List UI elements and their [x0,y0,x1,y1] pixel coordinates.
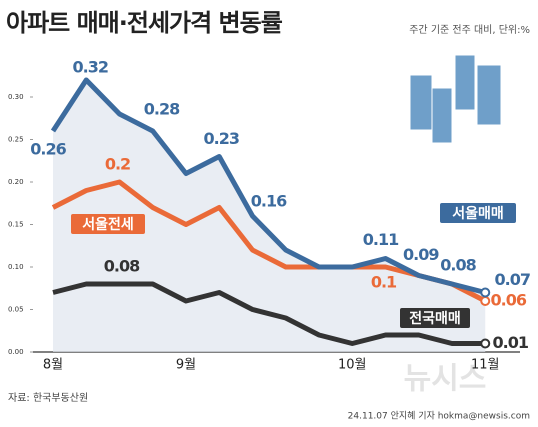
data-label: 0.23 [204,129,239,148]
end-marker [480,296,491,306]
legend-box [400,308,470,328]
data-label: 0.2 [105,155,130,174]
y-tick-label: 0.25 [8,136,24,144]
y-tick-label: 0.20 [8,178,24,186]
legend-label: 서울매매 [452,205,504,222]
chart-subtitle: 주간 기준 전주 대비, 단위:% [409,23,530,36]
legend-label: 서울전세 [82,216,134,233]
x-tick-label: 9월 [176,358,196,373]
series-line [50,77,486,295]
data-label: 0.01 [493,333,529,352]
legend-box [71,214,145,234]
end-marker [480,338,491,349]
y-tick-label: 0.05 [8,306,24,314]
data-label: 0.09 [403,245,439,264]
x-tick-label: 10월 [338,358,367,373]
data-label: 0.07 [495,270,530,289]
building-icon [409,54,502,144]
y-tick-label: 0.15 [8,221,24,229]
y-tick-label: 0.30 [8,93,24,101]
x-tick-label: 11월 [471,358,500,373]
data-label: 0.11 [363,230,399,249]
y-tick-label: 0.10 [8,263,24,271]
data-label: 0.06 [491,291,527,310]
data-label: 0.26 [30,140,66,159]
y-tick-label: 0.00 [8,348,24,356]
credit: 24.11.07 안지혜 기자 hokma@newsis.com [348,410,530,422]
data-label: 0.1 [371,273,397,292]
source: 자료: 한국부동산원 [8,392,88,404]
legend-box [440,203,516,223]
x-tick-label: 8월 [43,358,63,373]
data-label: 0.16 [251,192,287,211]
legend-label: 전국매매 [409,310,461,327]
data-label: 0.32 [73,58,108,77]
data-label: 0.08 [440,256,476,275]
chart-title: 아파트 매매·전세가격 변동률 [6,9,283,37]
watermark: 뉴시스 [404,362,487,397]
series-line [52,281,486,346]
end-marker [480,287,491,298]
area-fill [53,80,486,352]
data-label: 0.28 [144,100,180,119]
data-label: 0.08 [104,257,140,276]
